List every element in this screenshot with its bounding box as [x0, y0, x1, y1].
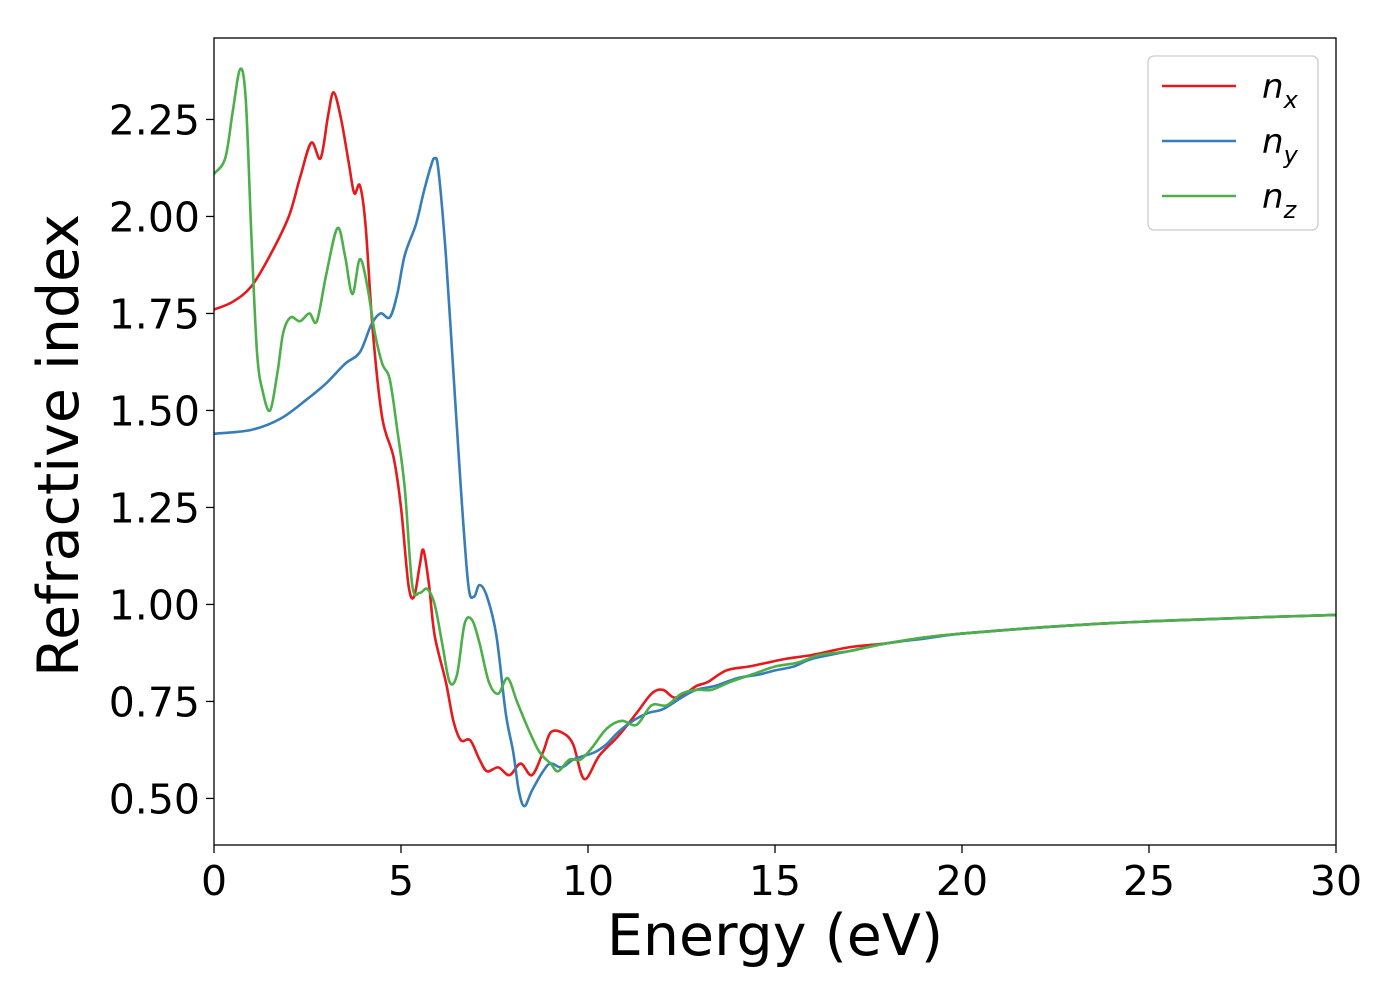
- y-tick-label: 1.50: [109, 387, 200, 435]
- legend-label-ny: ny: [1262, 122, 1299, 169]
- y-tick-label: 1.75: [109, 290, 200, 338]
- x-axis-label: Energy (eV): [607, 903, 943, 969]
- legend-label-nx: nx: [1262, 67, 1299, 114]
- x-tick-label: 5: [388, 857, 414, 905]
- y-axis-ticks: 0.50 0.75 1.00 1.25 1.50 1.75 2.00 2.25: [109, 96, 214, 823]
- y-tick-label: 0.75: [109, 678, 200, 726]
- y-tick-label: 0.50: [109, 775, 200, 823]
- x-tick-label: 30: [1310, 857, 1362, 905]
- x-tick-label: 25: [1123, 857, 1175, 905]
- series-line-ny: [214, 156, 1336, 808]
- series-line-nx: [214, 91, 1336, 781]
- series-line-nz: [214, 67, 1336, 773]
- legend: nx ny nz: [1147, 55, 1319, 231]
- x-tick-label: 15: [749, 857, 801, 905]
- y-tick-label: 1.25: [109, 484, 200, 532]
- y-tick-label: 1.00: [109, 581, 200, 629]
- y-tick-label: 2.25: [109, 96, 200, 144]
- y-tick-label: 2.00: [109, 193, 200, 241]
- legend-box: [1147, 55, 1319, 231]
- x-tick-label: 0: [201, 857, 227, 905]
- series-layer: [214, 67, 1336, 808]
- x-tick-label: 20: [936, 857, 988, 905]
- y-axis-label: Refractive index: [26, 214, 92, 677]
- legend-label-nz: nz: [1262, 177, 1298, 224]
- x-tick-label: 10: [562, 857, 614, 905]
- x-axis-ticks: 0 5 10 15 20 25 30: [201, 845, 1362, 905]
